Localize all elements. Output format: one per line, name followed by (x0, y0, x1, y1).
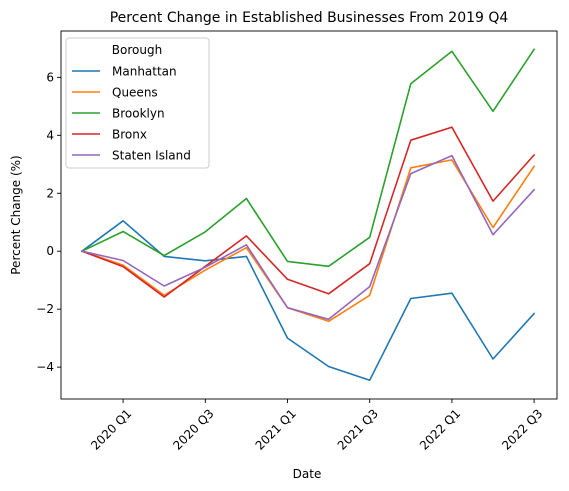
chart-title: Percent Change in Established Businesses… (110, 10, 509, 26)
y-axis: −4 −2 0 2 4 6 (36, 70, 61, 374)
plot-frame (60, 30, 558, 400)
series-line-staten-island (81, 154, 536, 321)
legend-items: Manhattan Queens Brooklyn Bronx Staten Islan… (72, 65, 191, 163)
legend-label: Queens (112, 86, 158, 100)
series-line-brooklyn (80, 48, 536, 268)
legend-label: Brooklyn (112, 107, 165, 121)
series-line-queens (80, 159, 536, 323)
legend: Borough Manhattan Queens Brooklyn Bronx Stat… (65, 37, 210, 169)
plot-lines (80, 48, 536, 382)
x-tick-label: 2022 Q3 (499, 406, 545, 452)
x-axis: 2020 Q1 2020 Q3 2021 Q1 2021 Q3 2022 Q1 2022 … (88, 399, 545, 453)
series-line-manhattan (80, 220, 536, 382)
legend-label: Manhattan (112, 65, 177, 79)
y-tick-label: 0 (46, 244, 54, 258)
series-line-bronx (80, 126, 536, 298)
y-axis-label: Percent Change (%) (9, 155, 23, 275)
y-tick-label: 6 (46, 70, 54, 84)
legend-label: Bronx (112, 128, 147, 142)
x-tick-label: 2021 Q3 (335, 406, 381, 452)
y-tick-label: −2 (36, 302, 54, 316)
x-tick-label: 2020 Q3 (170, 406, 216, 452)
x-tick-label: 2020 Q1 (88, 406, 134, 452)
legend-label: Staten Island (112, 149, 191, 163)
y-tick-label: 4 (46, 128, 54, 142)
y-tick-label: 2 (46, 186, 54, 200)
x-tick-label: 2022 Q1 (417, 406, 463, 452)
legend-title: Borough (112, 43, 162, 57)
x-axis-label: Date (293, 467, 322, 481)
legend-box (65, 37, 210, 169)
y-tick-label: −4 (36, 360, 54, 374)
x-tick-label: 2021 Q1 (253, 406, 299, 452)
